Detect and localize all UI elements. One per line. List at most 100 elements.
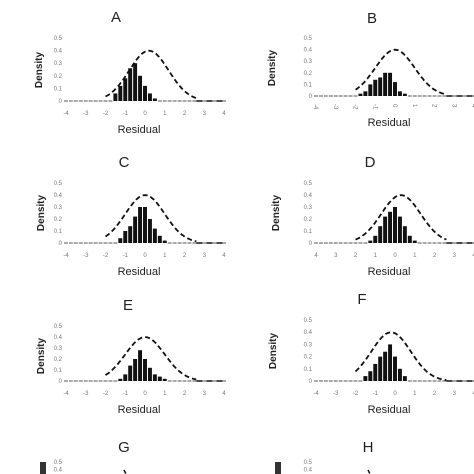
x-axis-title: Residual bbox=[118, 124, 161, 136]
x-tick-label: 4 bbox=[472, 253, 474, 259]
histogram-bar bbox=[358, 93, 363, 96]
x-tick-label: -3 bbox=[83, 391, 89, 397]
histogram-bar bbox=[162, 240, 167, 243]
panel-letter: A bbox=[111, 9, 121, 26]
y-tick-label: 0.2 bbox=[54, 217, 63, 223]
y-tick-label: 0.1 bbox=[304, 367, 313, 373]
y-tick-label: 0.2 bbox=[304, 355, 313, 361]
x-tick-label: 1 bbox=[413, 391, 417, 397]
histogram-bar bbox=[152, 374, 157, 381]
x-tick-label: -2 bbox=[352, 104, 358, 110]
panel-d: D 0.5 0.4 0.3 0.2 0.1 0 Density 4 3 2 1 0 1 2 3 4 Residua… bbox=[271, 154, 474, 278]
y-tick-label: 0.2 bbox=[54, 74, 63, 80]
y-tick-label: 0.5 bbox=[54, 36, 63, 42]
histogram-bar bbox=[368, 84, 373, 96]
histogram-bar bbox=[373, 363, 378, 381]
histogram-bar bbox=[402, 376, 407, 381]
histogram-bar bbox=[397, 368, 402, 381]
density-curve-cropped bbox=[123, 469, 127, 474]
y-axis-title: Density bbox=[36, 338, 47, 375]
y-tick-label: 0.1 bbox=[54, 229, 63, 235]
x-tick-label: 2 bbox=[433, 253, 437, 259]
y-tick-label: 0 bbox=[309, 379, 313, 385]
histogram-bar bbox=[388, 72, 393, 96]
histogram-bar bbox=[147, 219, 152, 243]
histogram-bar bbox=[397, 216, 402, 243]
histogram-bar bbox=[368, 240, 373, 243]
x-tick-label: -4 bbox=[63, 111, 69, 117]
y-axis-title: Density bbox=[271, 195, 282, 232]
y-tick-label: 0.1 bbox=[54, 368, 63, 374]
y-tick-label: 0.5 bbox=[304, 36, 313, 42]
histogram-bar bbox=[383, 216, 388, 243]
y-tick-label: 0.3 bbox=[304, 205, 313, 211]
panel-letter: B bbox=[367, 10, 377, 27]
y-tick-label: 0.3 bbox=[54, 346, 63, 352]
histogram-bar bbox=[143, 85, 147, 101]
x-tick-label: -3 bbox=[83, 111, 89, 117]
histogram-bar bbox=[113, 93, 118, 101]
y-tick-label: 0 bbox=[309, 241, 313, 247]
histogram-bar bbox=[397, 91, 402, 96]
x-tick-label: 3 bbox=[203, 391, 207, 397]
x-tick-label: -4 bbox=[63, 391, 69, 397]
x-tick-label: 2 bbox=[354, 253, 358, 259]
x-tick-label: 4 bbox=[314, 253, 318, 259]
x-tick-label: 4 bbox=[472, 391, 474, 397]
x-axis-title: Residual bbox=[368, 117, 411, 129]
x-tick-label: 4 bbox=[222, 391, 226, 397]
histogram-bar bbox=[143, 359, 147, 381]
histogram-bar bbox=[118, 85, 123, 101]
x-tick-label: 0 bbox=[143, 253, 147, 259]
y-tick-label: 0.4 bbox=[304, 330, 313, 336]
y-tick-label: 0.2 bbox=[54, 357, 63, 363]
x-tick-label: 3 bbox=[453, 391, 457, 397]
x-tick-label: 0 bbox=[143, 391, 147, 397]
histogram-bar bbox=[373, 79, 378, 96]
histogram-bar bbox=[383, 72, 388, 96]
x-tick-label: 0 bbox=[391, 104, 397, 108]
x-tick-label: -1 bbox=[371, 104, 377, 110]
panel-e: E 0.5 0.4 0.3 0.2 0.1 0 Density -4 -3 -2 -1 0 1 2 3 4 Res… bbox=[36, 297, 226, 416]
y-tick-label: 0.5 bbox=[54, 181, 63, 187]
x-tick-label: 1 bbox=[163, 391, 167, 397]
density-curve bbox=[105, 49, 197, 100]
x-tick-label: -1 bbox=[123, 111, 129, 117]
x-tick-label: 1 bbox=[374, 253, 378, 259]
x-tick-label: -1 bbox=[123, 253, 129, 259]
y-tick-label: 0.5 bbox=[54, 460, 63, 466]
x-axis-title: Residual bbox=[118, 404, 161, 416]
y-axis-title: Density bbox=[34, 52, 45, 89]
histogram-bar bbox=[412, 240, 417, 243]
y-tick-label: 0.5 bbox=[304, 181, 313, 187]
panel-h: H 0.5 0.4 bbox=[275, 439, 373, 474]
histogram-bar bbox=[393, 207, 397, 243]
x-tick-label: 3 bbox=[450, 104, 456, 108]
histogram-bar bbox=[157, 235, 162, 243]
histogram-bar bbox=[157, 376, 162, 381]
panel-letter: E bbox=[123, 297, 133, 314]
histogram-bar bbox=[373, 235, 378, 243]
histogram-bar bbox=[368, 371, 373, 381]
histogram-bar bbox=[123, 374, 128, 381]
x-tick-label: -2 bbox=[103, 111, 109, 117]
x-tick-label: 2 bbox=[183, 391, 187, 397]
panel-letter: D bbox=[365, 154, 376, 171]
y-tick-label: 0.5 bbox=[304, 460, 313, 466]
y-tick-label: 0.4 bbox=[54, 335, 63, 341]
histogram-bar bbox=[138, 207, 143, 243]
panel-a: A 0.5 0.4 0.3 0.2 0.1 0 Density -4 -3 -2 -1 0 1 2 3 4 Res… bbox=[34, 9, 226, 136]
density-curve bbox=[354, 331, 447, 381]
x-tick-label: 1 bbox=[411, 104, 417, 108]
x-tick-label: -4 bbox=[63, 253, 69, 259]
x-tick-label: 4 bbox=[470, 104, 474, 108]
x-tick-label: -4 bbox=[312, 104, 318, 110]
histogram-bar bbox=[133, 216, 138, 243]
y-tick-label: 0 bbox=[59, 379, 63, 385]
histogram-bar bbox=[402, 93, 407, 96]
y-tick-label: 0 bbox=[59, 99, 63, 105]
y-axis-title: Density bbox=[267, 50, 278, 87]
histogram-bar bbox=[118, 378, 123, 381]
histogram-bar bbox=[402, 226, 407, 243]
x-tick-label: 2 bbox=[433, 391, 437, 397]
